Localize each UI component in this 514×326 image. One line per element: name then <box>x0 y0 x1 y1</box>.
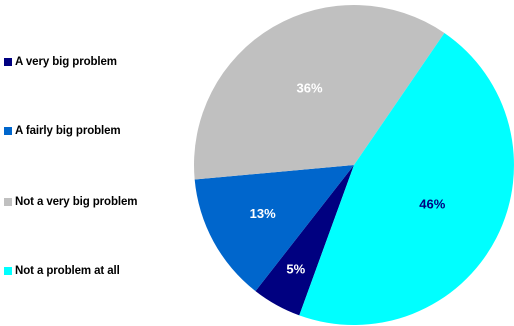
legend-item-very-big-problem: A very big problem <box>4 55 117 69</box>
pie-slice-very-big-problem <box>255 165 354 316</box>
slice-label-not-a-problem: 46% <box>419 197 445 212</box>
pie-slice-not-a-problem <box>299 32 514 325</box>
pie-slice-fairly-big-problem <box>194 165 354 292</box>
chart-legend: A very big problem A fairly big problem … <box>4 0 204 326</box>
legend-swatch-not-a-problem <box>4 267 12 275</box>
legend-label-not-very-big-problem: Not a very big problem <box>15 196 138 208</box>
slice-label-not-very-big-problem: 36% <box>296 81 322 96</box>
legend-item-not-very-big-problem: Not a very big problem <box>4 195 138 209</box>
pie-slice-not-very-big-problem <box>194 5 445 180</box>
legend-item-fairly-big-problem: A fairly big problem <box>4 124 121 138</box>
legend-swatch-fairly-big-problem <box>4 127 12 135</box>
legend-label-very-big-problem: A very big problem <box>15 56 117 68</box>
legend-swatch-not-very-big-problem <box>4 198 12 206</box>
slice-label-fairly-big-problem: 13% <box>250 206 276 221</box>
slice-label-very-big-problem: 5% <box>286 261 305 276</box>
legend-swatch-very-big-problem <box>4 58 12 66</box>
legend-item-not-a-problem: Not a problem at all <box>4 264 120 278</box>
legend-label-fairly-big-problem: A fairly big problem <box>15 125 121 137</box>
legend-label-not-a-problem: Not a problem at all <box>15 265 120 277</box>
